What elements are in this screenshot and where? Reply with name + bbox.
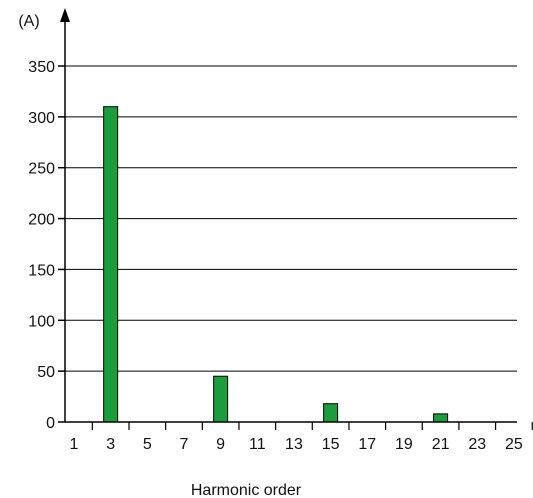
bar-harmonic-15 [323,403,339,423]
x-tick-label: 1 [70,436,79,453]
y-tick-label: 200 [28,212,55,229]
x-tick-label: 3 [106,436,115,453]
x-ticks: 1 3 5 7 9 11 13 15 17 19 21 23 25 [70,422,533,453]
x-tick-label: 5 [143,436,152,453]
y-tick-label: 350 [28,59,55,76]
bar-harmonic-3 [103,106,119,423]
x-tick-label: 17 [358,436,376,453]
y-axis-arrow [60,8,70,22]
x-tick-label: 23 [468,436,486,453]
x-tick-label: 11 [249,436,266,453]
y-tick-label: 250 [28,161,55,178]
y-tick-label: 50 [37,364,55,381]
y-ticks: 0 50 100 150 200 250 300 350 [28,59,65,432]
x-tick-label: 19 [395,436,413,453]
y-tick-label: 300 [28,110,55,127]
x-tick-label: 15 [322,436,340,453]
bar-harmonic-21 [433,413,449,423]
y-tick-label: 0 [46,415,55,432]
x-tick-label: 7 [180,436,189,453]
x-tick-label: 21 [432,436,450,453]
bars [103,106,449,423]
y-tick-label: 150 [28,262,55,279]
bar-harmonic-9 [213,375,229,423]
y-axis-title: (A) [18,13,39,30]
x-tick-label: 25 [505,436,523,453]
y-tick-label: 100 [28,313,55,330]
x-axis-title: Harmonic order [191,482,302,498]
axes [60,8,517,423]
gridlines [65,65,517,372]
x-tick-label: 13 [285,436,303,453]
x-tick-label: 9 [216,436,225,453]
